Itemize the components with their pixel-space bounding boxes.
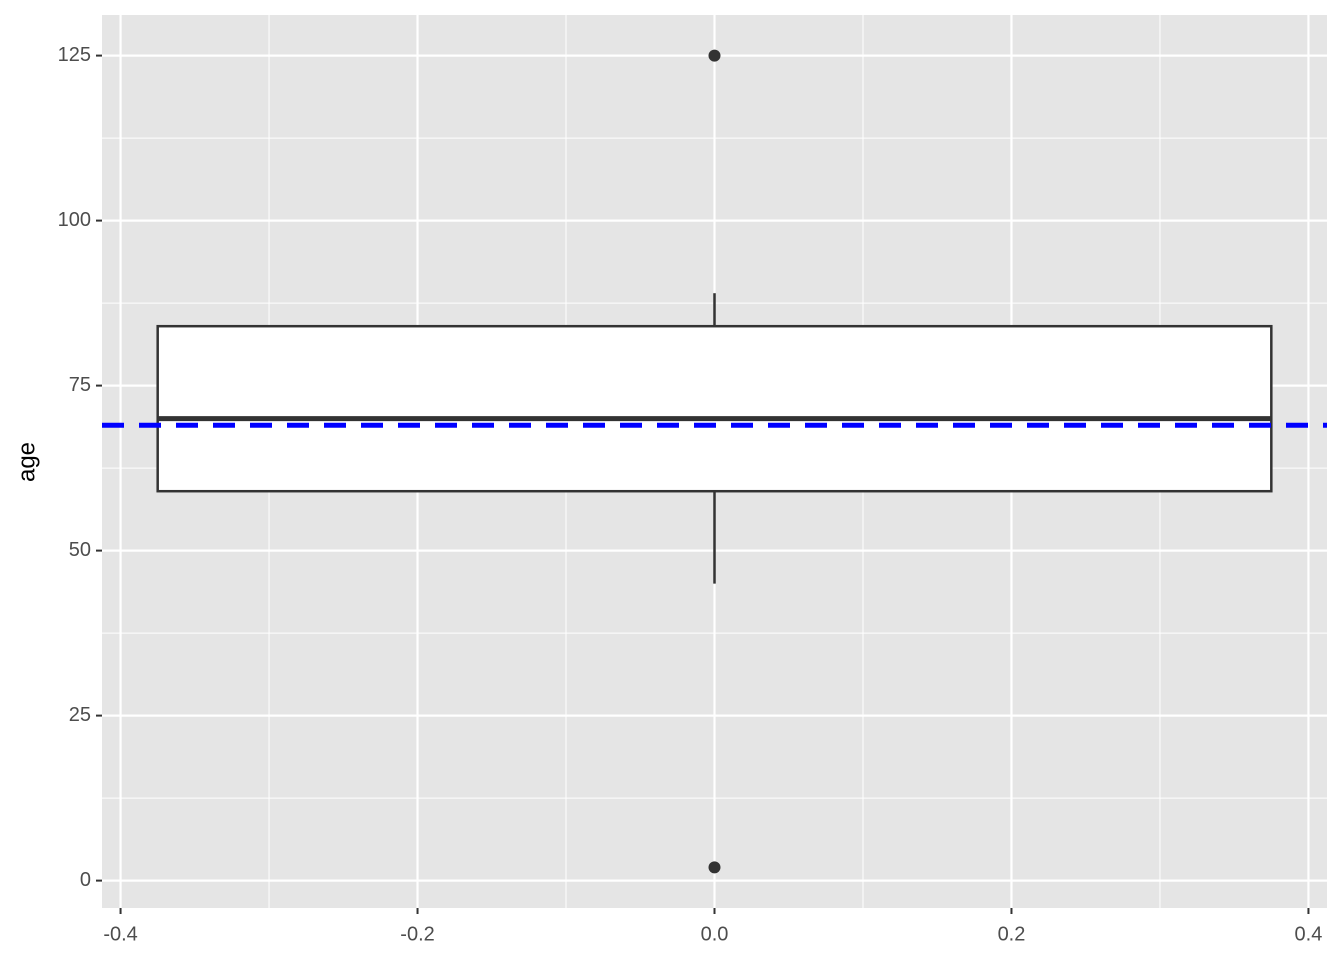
y-tick-label: 100 — [58, 209, 91, 231]
x-tick-label: 0.2 — [998, 923, 1026, 945]
x-tick-label: -0.4 — [103, 923, 137, 945]
x-tick-label: -0.2 — [400, 923, 434, 945]
y-axis-title: age — [13, 442, 40, 482]
x-tick-label: 0.4 — [1295, 923, 1323, 945]
x-tick-label: 0.0 — [701, 923, 729, 945]
y-tick-label: 75 — [69, 374, 91, 396]
y-tick-label: 50 — [69, 539, 91, 561]
box — [156, 324, 1273, 493]
y-tick-label: 125 — [58, 44, 91, 66]
outlier — [708, 861, 721, 874]
y-tick-label: 25 — [69, 704, 91, 726]
outlier — [708, 49, 721, 62]
y-tick-label: 0 — [80, 869, 91, 891]
